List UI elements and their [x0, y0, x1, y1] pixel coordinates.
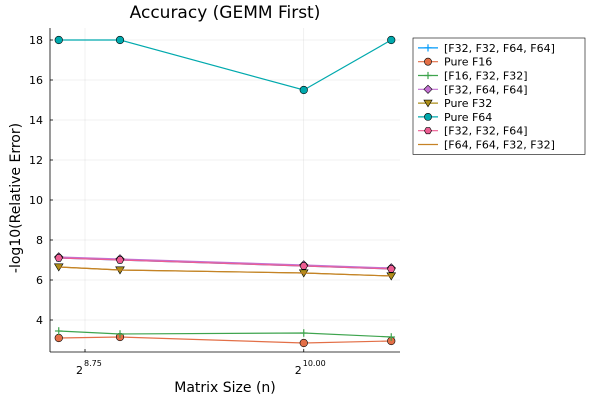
legend-marker	[424, 57, 432, 66]
legend-item: [F32, F32, F64]	[418, 125, 528, 138]
data-point	[387, 35, 396, 45]
legend-item: Pure F32	[418, 97, 492, 110]
series-line	[58, 336, 392, 344]
legend-label: Pure F32	[444, 97, 492, 110]
grid	[50, 28, 400, 352]
series-line	[58, 266, 392, 277]
legend-label: [F32, F32, F64]	[444, 125, 528, 138]
legend-item: Pure F16	[418, 56, 492, 69]
legend-item: [F64, F64, F32, F32]	[418, 139, 555, 152]
y-tick-label: 16	[29, 74, 43, 87]
y-tick-label: 10	[29, 194, 43, 207]
series-1	[54, 332, 396, 348]
y-tick-label: 14	[29, 114, 43, 127]
legend-item: Pure F64	[418, 111, 492, 124]
data-point	[115, 35, 125, 45]
series-line	[58, 256, 392, 269]
series-line	[58, 330, 392, 338]
data-point	[54, 254, 63, 262]
legend-marker	[424, 113, 432, 121]
data-point	[299, 329, 308, 337]
y-tick-label: 8	[36, 234, 43, 247]
legend-label: [F16, F32, F32]	[444, 70, 528, 83]
legend-marker	[423, 99, 433, 108]
legend-label: Pure F16	[444, 56, 492, 69]
y-axis-label: -log10(Relative Error)	[8, 123, 24, 273]
axes	[49, 28, 400, 353]
series-line	[58, 39, 392, 91]
legend-marker	[424, 44, 432, 52]
legend-marker	[423, 84, 433, 94]
data-point	[387, 265, 396, 273]
legend-label: Pure F64	[444, 111, 492, 124]
x-tick-exponent: 10.00	[303, 359, 326, 368]
data-point	[54, 333, 63, 343]
y-tick-label: 18	[29, 34, 43, 47]
legend-box	[412, 37, 586, 155]
series-5	[54, 35, 396, 95]
x-tick-exponent: 8.75	[84, 359, 102, 368]
data-point	[54, 35, 63, 45]
series-2	[54, 327, 396, 341]
legend-item: [F32, F64, F64]	[418, 83, 528, 96]
y-tick-label: 4	[36, 314, 43, 327]
legend-marker	[424, 71, 432, 80]
data-point	[115, 256, 125, 264]
data-point	[54, 327, 63, 335]
data-point	[299, 85, 308, 95]
legend-label: [F32, F32, F64, F64]	[444, 42, 555, 55]
series-line	[58, 257, 392, 270]
data-point	[299, 338, 308, 348]
x-tick-base: 2	[76, 364, 83, 377]
data-point	[387, 333, 396, 341]
series-6	[54, 254, 396, 273]
legend-label: [F32, F64, F64]	[444, 83, 528, 96]
legend-item: [F16, F32, F32]	[418, 70, 528, 83]
data-point	[299, 262, 308, 270]
x-axis-label: Matrix Size (n)	[174, 380, 276, 396]
legend-marker	[424, 127, 432, 135]
y-tick-label: 6	[36, 274, 43, 287]
y-tick-label: 12	[29, 154, 43, 167]
data-point	[116, 330, 124, 338]
chart-title: Accuracy (GEMM First)	[130, 3, 321, 23]
legend: [F32, F32, F64, F64]Pure F16[F16, F32, F…	[412, 37, 586, 155]
legend-item: [F32, F32, F64, F64]	[418, 42, 555, 55]
series-group	[53, 35, 397, 348]
legend-label: [F64, F64, F32, F32]	[444, 139, 555, 152]
x-tick-base: 2	[295, 364, 302, 377]
series-7	[58, 266, 392, 277]
